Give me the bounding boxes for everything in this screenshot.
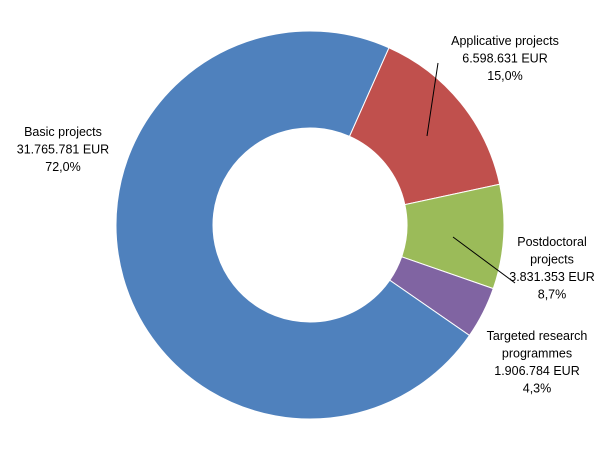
donut-slice-3 (115, 30, 471, 420)
slice-label-2: Targeted research programmes 1.906.784 EUR… (487, 329, 588, 396)
slice-label-2-line-3: 4,3% (523, 382, 552, 396)
leader-line-0 (426, 62, 439, 137)
slice-label-0-line-2: 15,0% (487, 69, 522, 83)
leader-line-1 (452, 236, 516, 284)
slice-label-1-line-3: 8,7% (538, 288, 567, 302)
slice-label-1: Postdoctoral projects 3.831.353 EUR 8,7% (509, 235, 594, 302)
slice-label-0: Applicative projects 6.598.631 EUR 15,0% (451, 34, 559, 83)
slice-label-0-line-0: Applicative projects (451, 34, 559, 48)
slice-label-3-line-0: Basic projects (24, 125, 102, 139)
slice-label-1-line-0: Postdoctoral (517, 235, 586, 249)
slice-label-1-line-2: 3.831.353 EUR (509, 270, 594, 284)
slice-label-2-line-0: Targeted research (487, 329, 588, 343)
slice-label-0-line-1: 6.598.631 EUR (462, 52, 547, 66)
slice-label-2-line-2: 1.906.784 EUR (494, 364, 579, 378)
slice-label-3: Basic projects 31.765.781 EUR 72,0% (17, 125, 109, 174)
slice-label-1-line-1: projects (530, 253, 574, 267)
slice-label-3-line-1: 31.765.781 EUR (17, 143, 109, 157)
slice-label-2-line-1: programmes (502, 347, 572, 361)
slice-label-3-line-2: 72,0% (45, 160, 80, 174)
